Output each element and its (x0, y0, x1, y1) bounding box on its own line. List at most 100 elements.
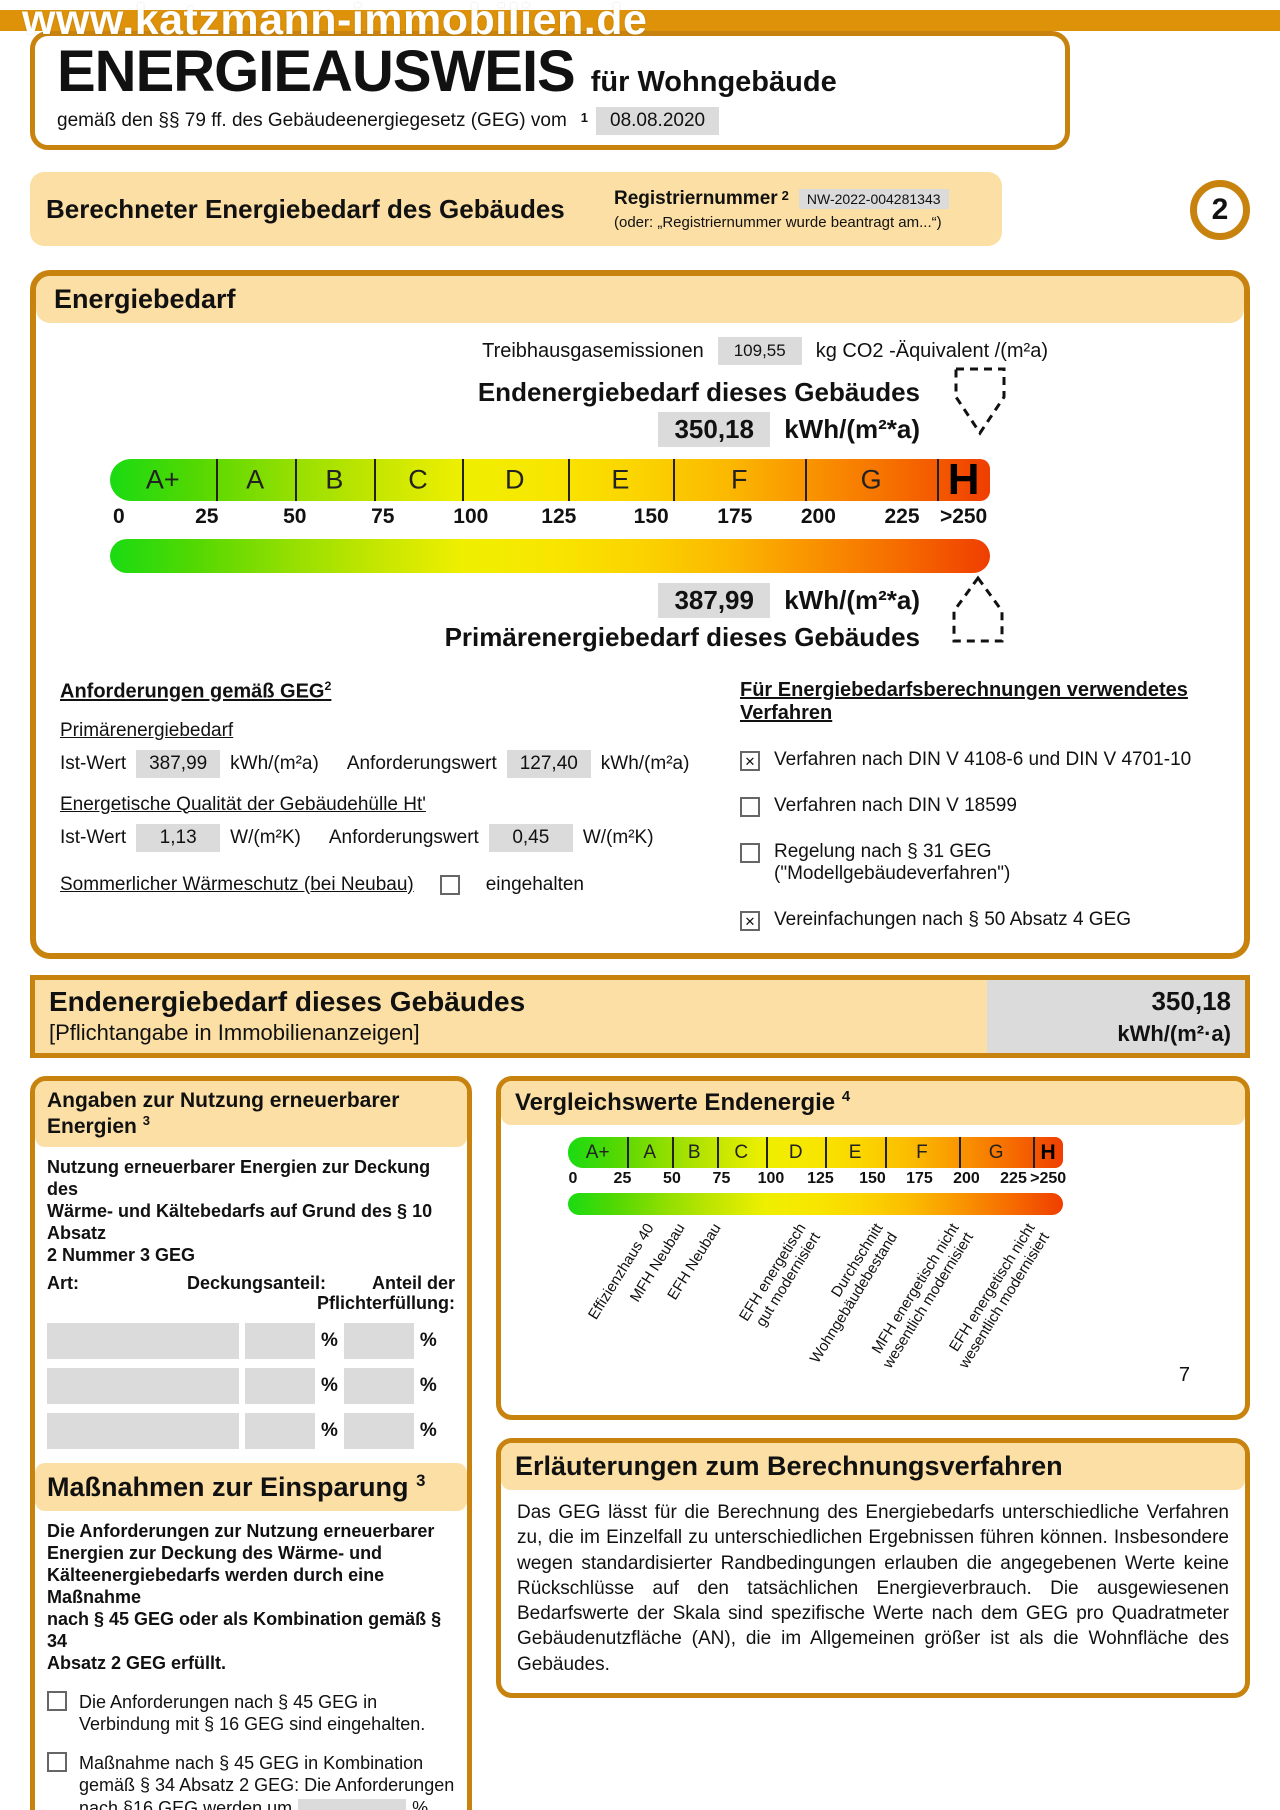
class-label: B (325, 464, 344, 495)
explanation-title: Erläuterungen zum Berechnungsverfahren (501, 1443, 1245, 1490)
measures-body: Die Anforderungen zur Nutzung erneuerbar… (35, 1511, 467, 1810)
calculation-methods-column: Für Energiebedarfsberechnungen verwendet… (740, 679, 1220, 931)
renewables-footnote-marker: 3 (142, 1113, 150, 1128)
registration-number-field: NW-2022-004281343 (798, 188, 949, 209)
method-label: Regelung nach § 31 GEG ("Modellgebäudeve… (774, 841, 1011, 884)
primary-energy-unit: kWh/(m²*a) (784, 585, 920, 615)
class-label: F (730, 464, 748, 495)
document-subtitle: für Wohngebäude (590, 66, 837, 98)
anteil-field[interactable] (343, 1413, 414, 1450)
measures-title: Maßnahmen zur Einsparung (47, 1472, 409, 1503)
ghg-label: Treibhausgasemissionen (482, 339, 704, 362)
methods-heading: Für Energiebedarfsberechnungen verwendet… (740, 679, 1188, 724)
scale-tick-labels: 0 25 50 75 100 125 150 175 200 225 >250 (112, 505, 988, 528)
registration-block: Registriernummer 2 NW-2022-004281343 (od… (614, 188, 986, 231)
requirements-footnote-marker: 2 (324, 679, 332, 693)
watermark-text: www.katzmann-immobilien.de (22, 0, 648, 44)
renewables-box: Angaben zur Nutzung erneuerbarer Energie… (30, 1076, 472, 1810)
measure-checkbox[interactable] (47, 1751, 67, 1772)
measures-intro: Die Anforderungen zur Nutzung erneuerbar… (47, 1521, 442, 1673)
renewables-intro: Nutzung erneuerbarer Energien zur Deckun… (47, 1157, 433, 1265)
method-label: Verfahren nach DIN V 4108-6 und DIN V 47… (774, 749, 1192, 770)
comparison-reference-labels: Effizienzhaus 40 MFH Neubau EFH Neubau E… (513, 1215, 1233, 1407)
primary-anf-field: 127,40 (506, 749, 591, 778)
class-label: A+ (145, 464, 180, 495)
measure-checkbox[interactable] (47, 1690, 67, 1711)
end-energy-band-unit: kWh/(m²·a) (1117, 1021, 1231, 1046)
art-field[interactable] (47, 1368, 239, 1405)
method-checkbox[interactable]: ✕ (740, 751, 760, 771)
comparison-tick-labels: 0 25 50 75 100 125 150 175 200 225 >250 (568, 1170, 1067, 1187)
method-option: Regelung nach § 31 GEG ("Modellgebäudeve… (740, 841, 1220, 885)
energy-class-scale: A+ A B C D E F G H 0 25 50 75 100 125 (110, 455, 990, 573)
comparison-footnote-marker: 4 (841, 1089, 851, 1105)
right-column: Vergleichswerte Endenergie 4 A+ A B (496, 1076, 1250, 1698)
class-label: G (860, 464, 882, 495)
method-option: ✕ Vereinfachungen nach § 50 Absatz 4 GEG (740, 909, 1220, 931)
end-energy-unit: kWh/(m²*a) (784, 414, 920, 444)
anteil-field[interactable] (343, 1368, 414, 1405)
section-band: Berechneter Energiebedarf des Gebäudes R… (30, 172, 1002, 246)
end-energy-label-row: Endenergiebedarf dieses Gebäudes (60, 377, 920, 408)
law-reference-text: gemäß den §§ 79 ff. des Gebäudeenergiege… (57, 110, 567, 131)
comparison-class-bar: A+ A B C D E F G H (568, 1137, 1063, 1168)
deckungsanteil-field[interactable] (245, 1323, 315, 1360)
col-deckungsanteil: Deckungsanteil: (187, 1272, 327, 1293)
primary-energy-label-row: Primärenergiebedarf dieses Gebäudes (60, 622, 920, 653)
ghg-emissions-row: Treibhausgasemissionen 109,55 kg CO2 -Äq… (60, 337, 1048, 365)
method-option: Verfahren nach DIN V 18599 (740, 795, 1220, 817)
primary-ist-field: 387,99 (136, 749, 221, 778)
primary-anf-unit: kWh/(m²a) (600, 752, 690, 774)
deckungsanteil-field[interactable] (245, 1368, 315, 1405)
anteil-field[interactable] (343, 1323, 414, 1360)
renewables-title: Angaben zur Nutzung erneuerbarer Energie… (47, 1089, 400, 1138)
end-energy-value-row: 350,18 kWh/(m²*a) (60, 412, 920, 447)
col-art: Art: (47, 1272, 79, 1293)
ghg-value-field: 109,55 (717, 337, 802, 365)
explanation-body: Das GEG lässt für die Berechnung des Ene… (517, 1502, 1229, 1675)
energy-class-bar: A+ A B C D E F G H (110, 455, 990, 504)
primary-energy-value-row: 387,99 kWh/(m²*a) (60, 583, 920, 618)
envelope-values-row: Ist-Wert 1,13 W/(m²K) Anforderungswert 0… (60, 823, 700, 852)
energy-panel-body: Treibhausgasemissionen 109,55 kg CO2 -Äq… (36, 323, 1244, 953)
summer-heat-checkbox[interactable] (439, 874, 460, 895)
percent-input-field[interactable] (298, 1799, 407, 1810)
method-checkbox[interactable] (740, 797, 760, 817)
end-energy-value-field: 350,18 (658, 412, 771, 447)
envelope-quality-subheading: Energetische Qualität der Gebäudehülle H… (60, 793, 426, 815)
end-energy-band-title: Endenergiebedarf dieses Gebäudes (49, 986, 526, 1017)
comparison-title: Vergleichswerte Endenergie (515, 1089, 836, 1116)
ist-wert-label: Ist-Wert (60, 826, 127, 848)
energy-panel-title: Energiebedarf (36, 276, 1244, 323)
envelope-anf-field: 0,45 (488, 823, 573, 852)
summer-heat-label: eingehalten (485, 873, 584, 895)
end-energy-label: Endenergiebedarf dieses Gebäudes (477, 377, 920, 407)
ghg-unit: kg CO2 -Äquivalent /(m²a) (815, 339, 1048, 362)
geg-requirements-column: Anforderungen gemäß GEG2 Primärenergiebe… (60, 679, 700, 931)
geg-date-field: 08.08.2020 (596, 107, 720, 135)
end-energy-band: Endenergiebedarf dieses Gebäudes [Pflich… (30, 975, 1250, 1058)
requirements-section: Anforderungen gemäß GEG2 Primärenergiebe… (60, 679, 1220, 931)
class-label-h: H (947, 455, 980, 504)
deckungsanteil-field[interactable] (245, 1413, 315, 1450)
registration-alt-text: (oder: „Registriernummer wurde beantragt… (614, 213, 942, 231)
end-energy-marker-icon (951, 365, 1009, 442)
measures-footnote-marker: 3 (416, 1471, 426, 1491)
renewables-row: % % (47, 1368, 455, 1405)
primary-energy-marker-icon (950, 575, 1006, 650)
art-field[interactable] (47, 1323, 239, 1360)
method-checkbox[interactable] (740, 843, 760, 863)
comparison-gradient-bar (568, 1193, 1063, 1215)
art-field[interactable] (47, 1413, 239, 1450)
comparison-page-number: 7 (1178, 1364, 1190, 1386)
method-checkbox[interactable]: ✕ (740, 911, 760, 931)
reference-label: Effizienzhaus 40 (584, 1220, 658, 1323)
method-option: ✕ Verfahren nach DIN V 4108-6 und DIN V … (740, 749, 1220, 771)
anforderungswert-label: Anforderungswert (328, 826, 479, 848)
primary-energy-bar (110, 539, 990, 573)
law-footnote-marker: 1 (580, 109, 589, 125)
envelope-ist-field: 1,13 (136, 823, 221, 852)
measure-option: Die Anforderungen nach § 45 GEG in Verbi… (47, 1690, 455, 1736)
primary-energy-value-field: 387,99 (658, 583, 771, 618)
method-label: Verfahren nach DIN V 18599 (774, 795, 1017, 816)
